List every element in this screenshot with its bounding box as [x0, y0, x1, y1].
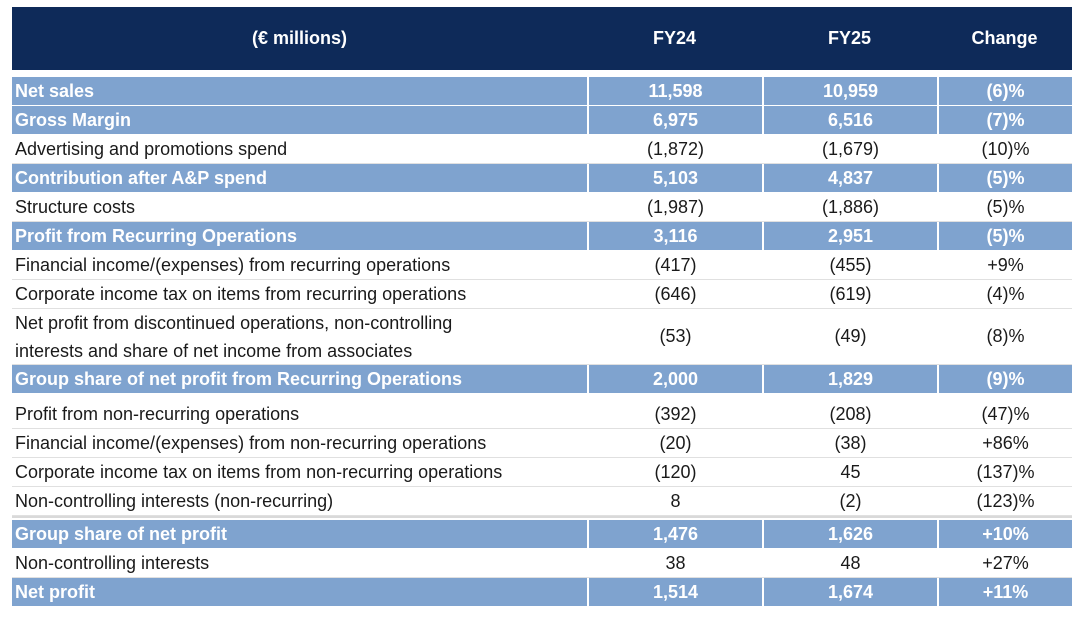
row-fy24: (1,987): [587, 193, 762, 221]
row-fy25: 1,626: [762, 520, 937, 548]
row-fy25: (38): [762, 429, 937, 457]
row-label: Financial income/(expenses) from recurri…: [15, 254, 451, 275]
row-fy25: (2): [762, 487, 937, 515]
header-fy24: FY24: [652, 28, 697, 48]
row-change: +11%: [937, 578, 1072, 606]
row-fy24: (646): [587, 280, 762, 308]
row-label: Contribution after A&P spend: [15, 167, 267, 188]
row-change: (5)%: [937, 222, 1072, 250]
row-fy25: 1,829: [762, 365, 937, 393]
row-fy25: (619): [762, 280, 937, 308]
row-fy24: 1,476: [587, 520, 762, 548]
row-label: Net profit from discontinued operations,…: [12, 309, 587, 364]
row-fy24: 3,116: [587, 222, 762, 250]
row-label-line1: Net profit from discontinued operations,…: [15, 312, 453, 333]
row-fy25: 6,516: [762, 106, 937, 134]
row-label: Group share of net profit: [15, 523, 228, 544]
row-change: (123)%: [937, 487, 1072, 515]
row-label: Non-controlling interests (non-recurring…: [15, 490, 334, 511]
table-header: (€ millions) FY24 FY25 Change: [12, 7, 1072, 70]
row-change: +27%: [937, 549, 1072, 577]
table-row-net-sales: Net sales 11,598 10,959 (6)%: [12, 77, 1072, 106]
row-fy24: (20): [587, 429, 762, 457]
row-change: (8)%: [937, 309, 1072, 364]
row-label: Group share of net profit from Recurring…: [15, 368, 463, 389]
table-row-financial-recurring: Financial income/(expenses) from recurri…: [12, 251, 1072, 280]
row-label: Net profit: [15, 581, 95, 602]
row-fy24: (417): [587, 251, 762, 279]
table-row-gross-margin: Gross Margin 6,975 6,516 (7)%: [12, 106, 1072, 135]
row-change: (10)%: [937, 135, 1072, 163]
table-row-nci: Non-controlling interests 38 48 +27%: [12, 549, 1072, 578]
row-label: Corporate income tax on items from recur…: [15, 283, 467, 304]
row-fy25: (455): [762, 251, 937, 279]
header-change: Change: [971, 28, 1038, 48]
table-row-profit-recurring: Profit from Recurring Operations 3,116 2…: [12, 222, 1072, 251]
row-change: (6)%: [937, 77, 1072, 105]
row-fy24: 38: [587, 549, 762, 577]
row-fy25: 4,837: [762, 164, 937, 192]
row-fy25: (208): [762, 400, 937, 428]
row-fy24: (392): [587, 400, 762, 428]
row-label: Gross Margin: [15, 109, 132, 130]
table-row-tax-nonrecurring: Corporate income tax on items from non-r…: [12, 458, 1072, 487]
row-change: +10%: [937, 520, 1072, 548]
row-change: +9%: [937, 251, 1072, 279]
table-row-discontinued: Net profit from discontinued operations,…: [12, 309, 1072, 365]
row-fy24: 2,000: [587, 365, 762, 393]
row-change: (4)%: [937, 280, 1072, 308]
row-change: (137)%: [937, 458, 1072, 486]
table-row-advertising: Advertising and promotions spend (1,872)…: [12, 135, 1072, 164]
row-label-line2: interests and share of net income from a…: [15, 340, 413, 361]
row-fy24: 8: [587, 487, 762, 515]
row-label: Profit from Recurring Operations: [15, 225, 298, 246]
table-row-nci-nonrecurring: Non-controlling interests (non-recurring…: [12, 487, 1072, 516]
row-label: Advertising and promotions spend: [15, 138, 288, 159]
header-fy25: FY25: [827, 28, 872, 48]
table-row-financial-nonrecurring: Financial income/(expenses) from non-rec…: [12, 429, 1072, 458]
row-fy24: 1,514: [587, 578, 762, 606]
row-fy25: (1,886): [762, 193, 937, 221]
row-fy24: (1,872): [587, 135, 762, 163]
row-change: (7)%: [937, 106, 1072, 134]
row-change: (47)%: [937, 400, 1072, 428]
table-row-net-profit: Net profit 1,514 1,674 +11%: [12, 578, 1072, 607]
row-label: Corporate income tax on items from non-r…: [15, 461, 503, 482]
row-fy25: 10,959: [762, 77, 937, 105]
row-label: Non-controlling interests: [15, 552, 210, 573]
row-label: Profit from non-recurring operations: [15, 403, 300, 424]
row-fy25: 48: [762, 549, 937, 577]
row-fy25: 45: [762, 458, 937, 486]
row-label: Structure costs: [15, 196, 136, 217]
row-fy24: 5,103: [587, 164, 762, 192]
table-row-contribution: Contribution after A&P spend 5,103 4,837…: [12, 164, 1072, 193]
table-row-tax-recurring: Corporate income tax on items from recur…: [12, 280, 1072, 309]
row-change: (5)%: [937, 193, 1072, 221]
row-fy25: 2,951: [762, 222, 937, 250]
row-fy25: (1,679): [762, 135, 937, 163]
table-row-structure-costs: Structure costs (1,987) (1,886) (5)%: [12, 193, 1072, 222]
financial-table: (€ millions) FY24 FY25 Change Net sales …: [12, 7, 1072, 607]
row-label: Financial income/(expenses) from non-rec…: [15, 432, 487, 453]
table-row-group-share-recurring: Group share of net profit from Recurring…: [12, 365, 1072, 394]
table-row-group-share-net-profit: Group share of net profit 1,476 1,626 +1…: [12, 520, 1072, 549]
row-change: (9)%: [937, 365, 1072, 393]
row-change: +86%: [937, 429, 1072, 457]
row-change: (5)%: [937, 164, 1072, 192]
row-fy24: (120): [587, 458, 762, 486]
row-fy25: 1,674: [762, 578, 937, 606]
row-fy24: 11,598: [587, 77, 762, 105]
header-units: (€ millions): [251, 28, 347, 48]
table-row-profit-nonrecurring: Profit from non-recurring operations (39…: [12, 400, 1072, 429]
row-fy24: 6,975: [587, 106, 762, 134]
row-fy24: (53): [587, 309, 762, 364]
row-fy25: (49): [762, 309, 937, 364]
row-label: Net sales: [15, 80, 95, 101]
